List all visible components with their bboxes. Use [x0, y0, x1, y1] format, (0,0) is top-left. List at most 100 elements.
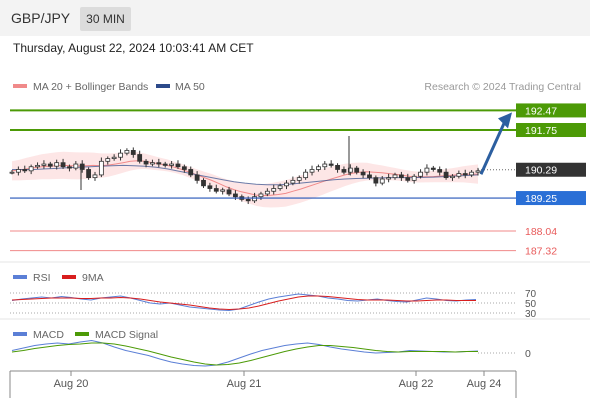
ma9-legend-swatch [62, 275, 76, 279]
candle-body [475, 170, 481, 173]
candle-body [303, 171, 309, 179]
candle-body [226, 189, 232, 195]
candle-body [105, 158, 111, 162]
chart-header: GBP/JPY 30 MIN [0, 0, 590, 36]
candle-body [335, 164, 340, 170]
rsi-legend-swatch [13, 275, 27, 279]
candle-body [405, 177, 411, 181]
candle-body [271, 188, 277, 192]
rsi-legend-label: RSI [33, 272, 51, 284]
ma20-legend-swatch [13, 84, 27, 88]
rsi-level-label: 50 [525, 299, 537, 310]
price-levels: 192.47 191.75 190.29 189.25 188.04 187.32 [10, 103, 586, 258]
level-label-box [516, 162, 586, 177]
datetime-label: Thursday, August 22, 2024 10:03:41 AM CE… [13, 41, 254, 55]
candle-body [360, 171, 366, 176]
signal-legend-swatch [75, 332, 89, 336]
forecast-arrow-line [479, 122, 506, 175]
candle-body [150, 162, 155, 165]
candle-body [290, 179, 296, 184]
ma50-legend-label: MA 50 [175, 81, 205, 93]
level-label: 187.32 [525, 246, 557, 258]
rsi-level-label: 70 [525, 289, 537, 300]
candle-body [264, 190, 270, 195]
x-tick-label: Aug 24 [467, 378, 502, 390]
ma20-legend-label: MA 20 + Bollinger Bands [33, 81, 148, 93]
candle-body [411, 175, 417, 181]
candle-body [296, 177, 302, 181]
x-tick-label: Aug 21 [227, 378, 262, 390]
candle-body [9, 171, 15, 174]
rsi-ma9-line [11, 295, 476, 311]
candle-body [156, 162, 162, 165]
candle-body [162, 163, 168, 166]
ma9-legend-label: 9MA [82, 272, 104, 284]
symbol-label: GBP/JPY [11, 10, 71, 26]
macd-signal-line [11, 342, 478, 366]
candle-body [418, 171, 423, 177]
candle-body [86, 169, 92, 179]
candle-body [137, 154, 143, 162]
candle-body [424, 167, 430, 173]
candle-body [111, 156, 117, 159]
signal-legend-label: MACD Signal [95, 329, 158, 341]
candle-body [181, 166, 187, 170]
candle-body [98, 160, 104, 176]
candle-body [41, 163, 47, 166]
candle-body [245, 199, 251, 202]
candle-body [322, 163, 328, 168]
candle-body [328, 163, 334, 166]
candle-body [392, 174, 398, 179]
candle-body [220, 189, 226, 192]
candle-body [437, 169, 443, 173]
candle-body [130, 150, 136, 155]
candle-body [341, 169, 347, 173]
candle-body [379, 178, 385, 184]
candle-body [284, 182, 289, 187]
candle-body [367, 174, 372, 179]
candle-body [60, 162, 66, 168]
candle-body [124, 150, 130, 154]
candle-body [258, 193, 264, 198]
candle-body [207, 185, 213, 189]
candle-body [143, 160, 149, 165]
candle-body [194, 174, 200, 181]
candle-body [28, 166, 34, 172]
macd-legend-swatch [13, 332, 27, 336]
candle-body [469, 171, 475, 176]
ma50-legend-swatch [156, 84, 170, 88]
candle-body [277, 185, 283, 189]
level-label-box [516, 103, 586, 118]
rsi-line [11, 293, 477, 312]
candle-body [169, 163, 174, 166]
candle-body [316, 166, 321, 170]
candle-body [188, 169, 194, 176]
candle-body [462, 173, 468, 176]
timeframe-button[interactable]: 30 MIN [80, 7, 131, 31]
candle-body [443, 171, 449, 179]
candle-body [213, 188, 219, 192]
x-axis: Aug 20 Aug 21 Aug 22 Aug 24 [54, 371, 502, 390]
candle-body [450, 175, 455, 179]
candle-body [54, 162, 60, 167]
chart-panel [0, 36, 590, 400]
candle-body [456, 173, 462, 177]
candle-body [79, 163, 85, 170]
candle-body [430, 167, 436, 170]
candle-body [309, 169, 315, 173]
candle-body [347, 167, 353, 173]
candle-body [175, 163, 181, 168]
candle-body [373, 177, 379, 184]
macd-legend-label: MACD [33, 329, 64, 341]
candle-body [73, 163, 79, 169]
candle-body [47, 163, 53, 167]
level-label: 189.25 [525, 193, 557, 205]
candle-body [22, 169, 28, 172]
candle-body [386, 177, 392, 180]
level-label: 190.29 [525, 165, 557, 177]
candle-body [233, 193, 238, 198]
x-tick-label: Aug 20 [54, 378, 89, 390]
candle-body [201, 179, 206, 187]
